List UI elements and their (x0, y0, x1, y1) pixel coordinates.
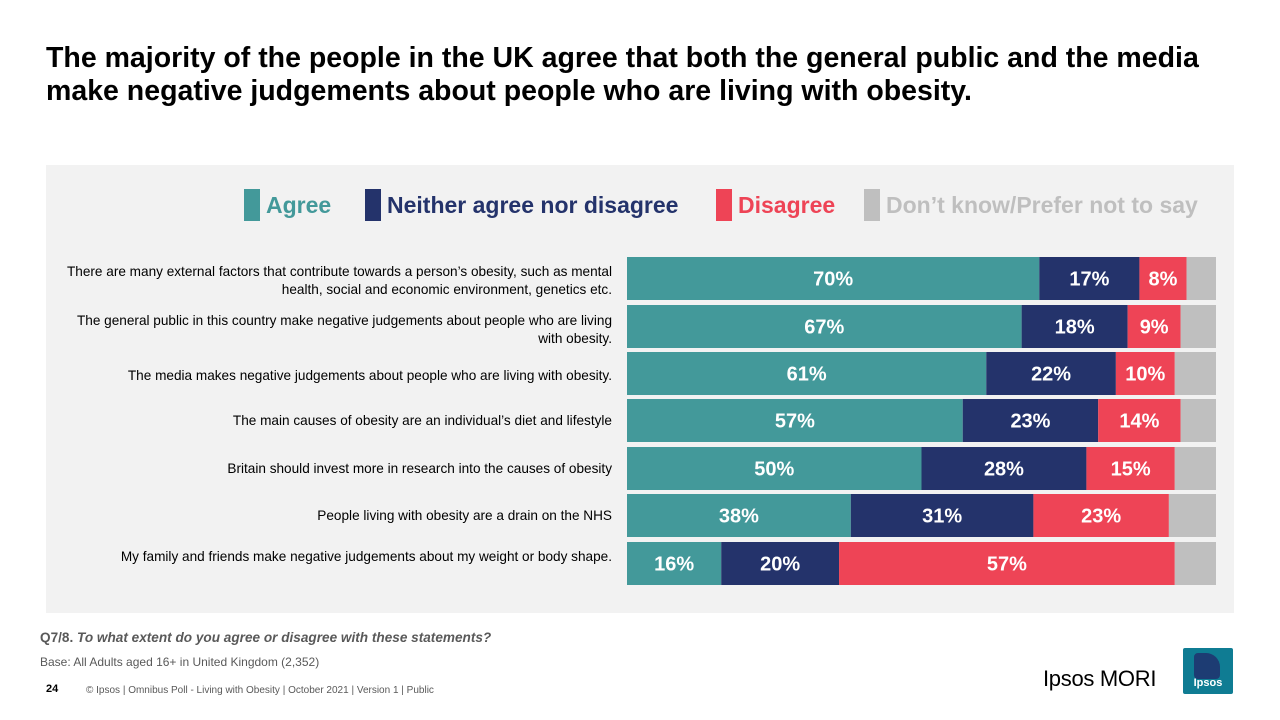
logo-mark-icon (1194, 653, 1220, 679)
question-prefix: Q7/8. (40, 630, 78, 645)
row-label: There are many external factors that con… (66, 264, 612, 297)
row-label: The general public in this country make … (76, 313, 612, 346)
slide-title: The majority of the people in the UK agr… (46, 42, 1199, 107)
legend-swatch-dont-know (864, 189, 880, 221)
question-text: Q7/8. To what extent do you agree or dis… (40, 630, 491, 645)
question-body: To what extent do you agree or disagree … (77, 630, 492, 645)
brand-name: Ipsos MORI (1043, 666, 1157, 691)
ipsos-logo: Ipsos (1183, 648, 1233, 694)
chart-panel (46, 165, 1234, 613)
legend-item-neither: Neither agree nor disagree (365, 189, 678, 221)
legend-item-agree: Agree (244, 189, 331, 221)
base-text: : All Adults aged 16+ in United Kingdom … (67, 655, 320, 669)
legend-label-neither: Neither agree nor disagree (387, 191, 679, 218)
legend-label-disagree: Disagree (738, 191, 836, 218)
row-label: The main causes of obesity are an indivi… (232, 413, 612, 428)
row-label: My family and friends make negative judg… (120, 549, 612, 564)
legend-label-agree: Agree (266, 191, 332, 218)
base-note: Base: All Adults aged 16+ in United King… (40, 655, 319, 669)
logo-text: Ipsos (1193, 677, 1223, 689)
row-label: Britain should invest more in research i… (227, 461, 612, 476)
base-label: Base (40, 655, 68, 669)
legend-item-disagree: Disagree (716, 189, 835, 221)
footer-text: © Ipsos | Omnibus Poll - Living with Obe… (86, 685, 434, 696)
legend-item-dont-know: Don’t know/Prefer not to say (864, 189, 1198, 221)
page-number: 24 (46, 683, 59, 695)
legend-swatch-neither (365, 189, 381, 221)
legend-label-dont-know: Don’t know/Prefer not to say (886, 191, 1198, 218)
legend-swatch-agree (244, 189, 260, 221)
row-label: People living with obesity are a drain o… (317, 508, 612, 523)
legend-swatch-disagree (716, 189, 732, 221)
row-label: The media makes negative judgements abou… (127, 368, 612, 383)
